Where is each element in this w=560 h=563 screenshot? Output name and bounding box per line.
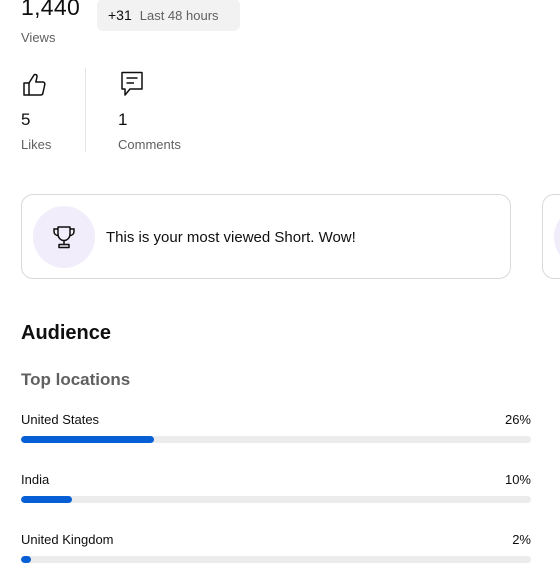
comments-label: Comments	[118, 137, 181, 152]
stats-divider	[85, 68, 86, 152]
views-label: Views	[21, 30, 56, 45]
likes-label: Likes	[21, 137, 52, 152]
location-bar-fill	[21, 436, 154, 443]
trophy-icon	[53, 226, 75, 249]
location-percent: 10%	[504, 472, 531, 487]
views-delta-chip: +31 Last 48 hours	[97, 0, 240, 31]
comments-stat	[118, 70, 146, 103]
location-percent: 26%	[504, 412, 531, 427]
location-name: United States	[21, 412, 100, 427]
trophy-badge	[33, 206, 95, 268]
views-count: 1,440	[21, 0, 81, 20]
location-bar-fill	[21, 496, 72, 503]
likes-stat	[21, 71, 49, 104]
location-name: India	[21, 472, 50, 487]
likes-count: 5	[21, 110, 31, 129]
location-name: United Kingdom	[21, 532, 114, 547]
insight-text: This is your most viewed Short. Wow!	[106, 229, 356, 246]
comment-icon	[121, 71, 143, 96]
insight-card[interactable]: This is your most viewed Short. Wow!	[21, 194, 511, 279]
views-delta-period: Last 48 hours	[139, 7, 219, 23]
audience-heading: Audience	[21, 322, 112, 344]
location-bar-track	[21, 496, 531, 503]
top-locations-heading: Top locations	[21, 370, 131, 389]
comments-count: 1	[118, 110, 128, 129]
views-delta-value: +31	[108, 7, 132, 23]
thumbs-up-icon	[23, 73, 46, 96]
location-bar-track	[21, 436, 531, 443]
location-percent: 2%	[512, 532, 531, 547]
next-insight-badge	[554, 206, 560, 268]
next-insight-card[interactable]	[542, 194, 560, 279]
